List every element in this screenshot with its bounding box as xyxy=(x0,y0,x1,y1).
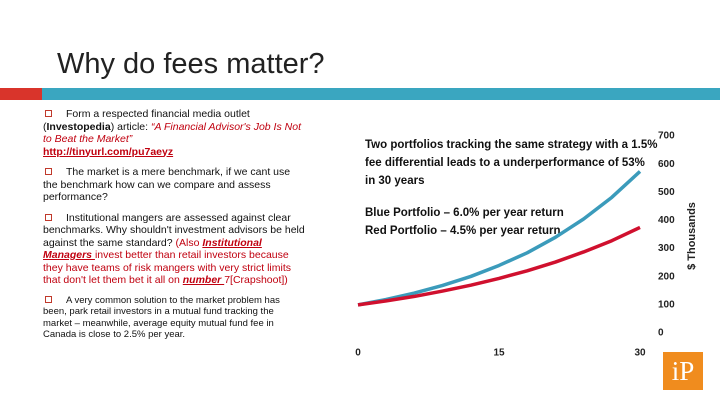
accent-bar xyxy=(0,88,42,100)
bullet: Form a respected financial media outlet … xyxy=(43,108,305,158)
bullet: A very common solution to the market pro… xyxy=(43,295,305,341)
link[interactable]: http://tinyurl.com/pu7aeyz xyxy=(43,145,174,158)
text: ) article: xyxy=(110,120,151,133)
text: 7 xyxy=(224,274,231,286)
annotation: Two portfolios tracking the same strateg… xyxy=(365,139,657,151)
y-tick-label: 0 xyxy=(658,328,664,339)
accent-bar xyxy=(42,88,720,100)
bullet: Institutional mangers are assessed again… xyxy=(43,212,305,287)
annotation: in 30 years xyxy=(365,175,424,187)
x-tick-label: 30 xyxy=(634,348,646,359)
text: Form a respected financial media outlet … xyxy=(43,108,250,133)
series-line xyxy=(357,225,641,307)
text: [Crapshoot]) xyxy=(230,274,288,286)
y-tick-label: 700 xyxy=(658,131,675,142)
logo: iP xyxy=(663,352,703,390)
quote: “A Financial Advisor's Job Is Not to Bea… xyxy=(43,120,301,146)
series-line xyxy=(357,170,642,307)
x-tick-label: 15 xyxy=(493,348,505,359)
text: (Also xyxy=(175,236,203,249)
annotation: Red Portfolio – 4.5% per year return xyxy=(365,225,561,237)
bullet-list: Form a respected financial media outlet … xyxy=(43,108,305,349)
annotation: Blue Portfolio – 6.0% per year return xyxy=(365,207,564,219)
text: Investopedia xyxy=(46,120,111,133)
text: A very common solution to the market pro… xyxy=(43,294,280,341)
text: Institutional mangers are assessed again… xyxy=(43,211,305,249)
annotation: fee differential leads to a underperform… xyxy=(365,157,645,169)
text: invest better than retail investors beca… xyxy=(43,249,291,286)
y-tick-label: 200 xyxy=(658,271,675,282)
y-tick-label: 300 xyxy=(658,243,675,254)
y-tick-label: 400 xyxy=(658,215,675,226)
text: number xyxy=(182,274,225,286)
text: The market is a mere benchmark, if we ca… xyxy=(43,166,291,203)
y-tick-label: 600 xyxy=(658,159,675,170)
y-axis-label: $ Thousands xyxy=(686,202,698,270)
text: Institutional Managers xyxy=(43,236,262,262)
slide-title: Why do fees matter? xyxy=(57,48,325,80)
y-tick-label: 100 xyxy=(658,299,675,310)
bullet: The market is a mere benchmark, if we ca… xyxy=(43,166,305,204)
y-tick-label: 500 xyxy=(658,187,675,198)
x-tick-label: 0 xyxy=(355,348,361,359)
